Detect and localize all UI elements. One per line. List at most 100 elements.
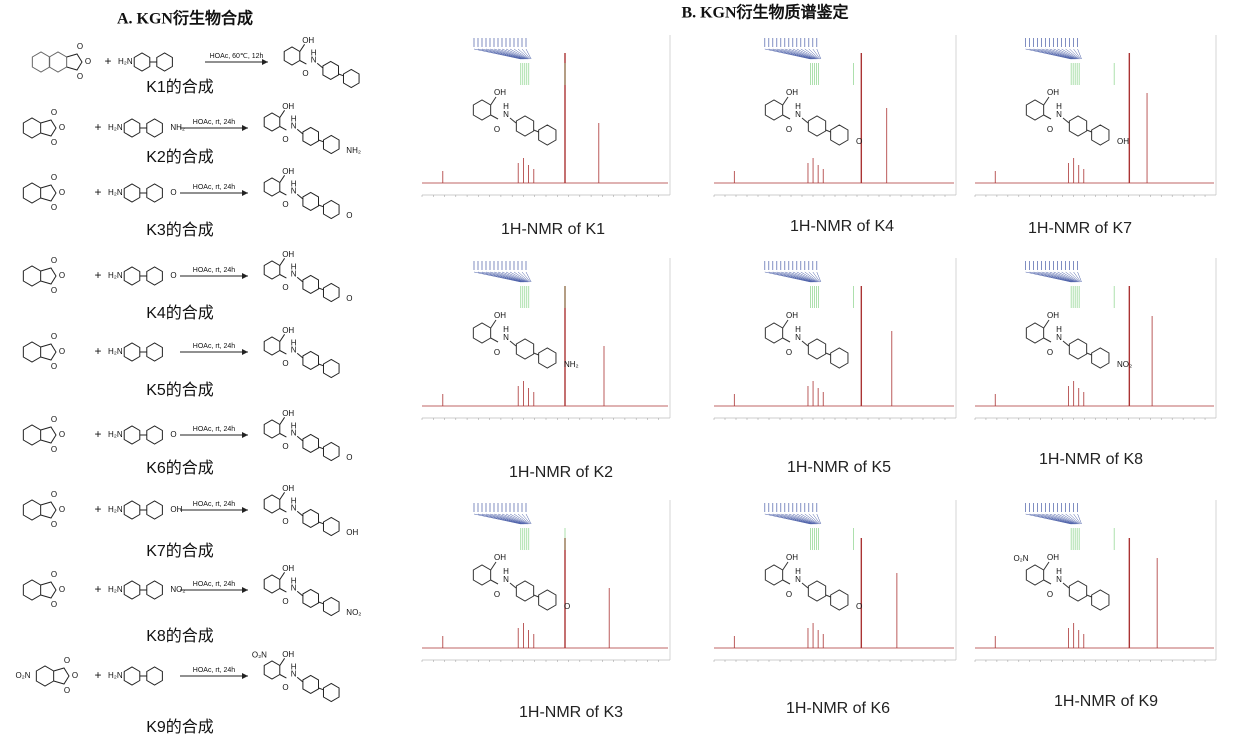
fringe-leg [493,513,525,525]
atom-label: OH [282,484,294,493]
atom-label: OH [1047,553,1059,562]
bond [1086,594,1092,598]
fringe-leg [1077,271,1082,283]
fringe-leg [812,513,821,525]
ring [263,574,281,594]
atom-label: N [291,270,297,279]
fringe-leg [517,513,530,525]
bond [279,588,287,593]
bond [296,352,303,359]
fringe-leg [501,48,527,60]
ring [123,342,141,362]
fringe-leg [816,271,822,283]
fringe-leg [1077,513,1082,525]
ring [263,494,281,514]
ring [1068,338,1088,360]
fringe-leg [1029,48,1072,60]
fringe-leg [784,271,815,283]
atom-label: N [291,122,297,131]
atom-label: O [64,686,70,695]
ring [322,516,340,537]
atom-label: N [311,56,317,65]
ring [302,674,319,694]
ring [322,134,340,155]
ring [146,118,163,138]
atom-label: OH [1117,137,1129,146]
atom-label: N [503,575,509,584]
conditions: HOAc, 60℃, 12h [210,53,264,60]
anhydride-ring [40,581,57,599]
fringe-leg [776,271,813,283]
nmr-spectrum [713,258,957,420]
atom-label: OH [786,311,798,320]
fringe-leg [788,271,816,283]
atom-label: H [291,338,297,347]
ring [807,115,827,137]
atom-label: O [51,445,57,454]
bond [279,126,287,131]
atom-label: N [1056,575,1062,584]
bond [318,521,324,525]
reaction-label: K3的合成 [146,221,214,239]
atom-label: O [1047,125,1053,134]
fringe-leg [804,48,819,60]
conditions: HOAc, rt, 24h [193,501,236,508]
atom-label: H [291,114,297,123]
spectrum-caption: 1H-NMR of K9 [1054,693,1158,710]
bond [296,676,303,683]
ring [322,60,339,80]
ring [1025,564,1045,586]
fringe-leg [792,271,817,283]
fringe-leg [1073,271,1081,283]
fringe-leg [1025,513,1072,525]
atom-label: N [291,504,297,513]
fringe-leg [517,48,530,60]
fringe-leg [768,271,812,283]
bond [825,129,831,133]
atom-label: O [302,69,308,78]
fringe-leg [1053,271,1077,283]
ring [22,265,42,287]
fringe-leg [1057,271,1078,283]
spectrum-caption: 1H-NMR of K7 [1028,220,1132,237]
atom-label: O [51,415,57,424]
fringe-leg [788,513,816,525]
atom-label: N [291,670,297,679]
atom-label: O [170,430,176,439]
atom-label: H [795,567,801,576]
ring [263,660,281,680]
bond [299,60,307,65]
bond [338,73,344,77]
bond [490,114,499,120]
fringe-leg [473,48,521,60]
ring [830,589,849,611]
fringe-leg [509,48,529,60]
arrow-head [242,587,248,593]
ring [123,666,141,686]
fringe-leg [521,513,531,525]
bond [782,319,789,329]
fringe-leg [784,513,815,525]
fringe-leg [780,271,814,283]
atom-label: H [291,179,297,188]
conditions: HOAc, rt, 24h [193,581,236,588]
ring [764,99,784,121]
atom-label: O [170,271,176,280]
reaction-label: K2的合成 [146,148,214,166]
fringe-leg [800,48,818,60]
ring [322,682,340,703]
ring [538,589,557,611]
atom-label: OH [302,36,314,45]
ring [472,99,492,121]
fringe-leg [800,271,818,283]
fringe-leg [804,271,819,283]
fringe-leg [525,513,532,525]
bond [1043,561,1050,571]
fringe-leg [473,513,521,525]
atom-label: OH [282,326,294,335]
ring [263,260,281,280]
ring [302,588,319,608]
atom-label: OH [786,553,798,562]
ring [263,419,281,439]
